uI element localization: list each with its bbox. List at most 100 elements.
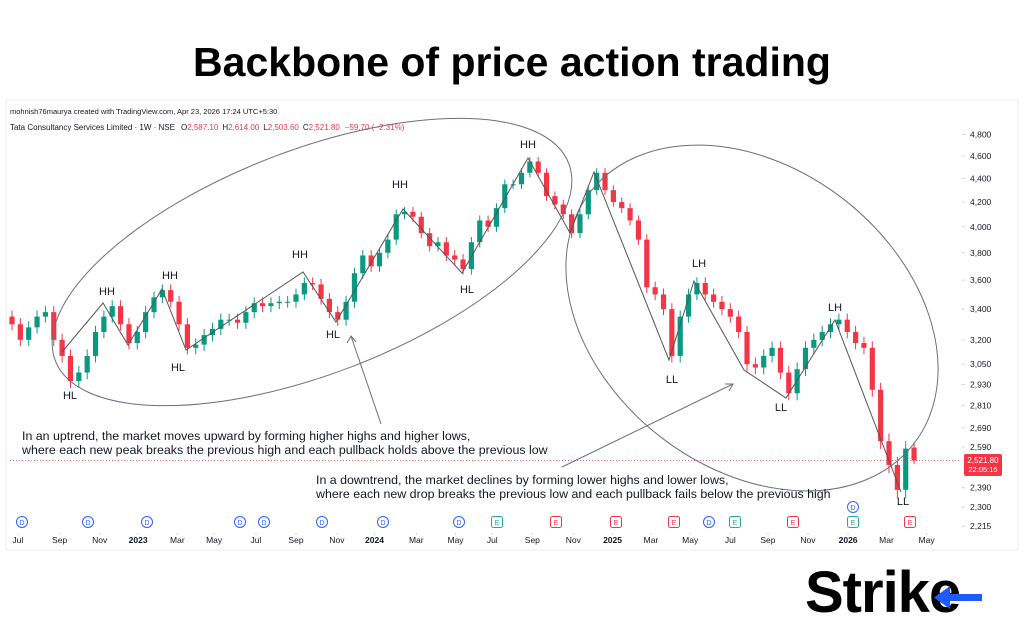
candle-body: [744, 331, 750, 365]
x-tick-label: 2026: [839, 535, 858, 545]
x-tick-label: 2025: [603, 535, 622, 545]
y-tick-label: 2,215: [970, 521, 992, 531]
event-marker: [82, 516, 94, 528]
candle-body: [218, 319, 224, 329]
quote-value: 2,614.00: [228, 123, 260, 132]
candle-body: [761, 355, 767, 368]
event-marker-label: D: [144, 520, 149, 527]
y-tick-label: 2,300: [970, 502, 992, 512]
candle-body: [903, 448, 909, 490]
swing-zigzag: [61, 156, 902, 493]
event-marker-label: D: [456, 520, 461, 527]
x-tick-label: Jul: [250, 535, 261, 545]
candle-body: [836, 319, 842, 325]
candle-body: [301, 282, 307, 295]
quote-value: 2,521.80: [309, 123, 341, 132]
x-tick-label: May: [206, 535, 223, 545]
candle-body: [151, 297, 157, 313]
candle-body: [811, 339, 817, 348]
event-marker: [847, 501, 859, 513]
event-marker: [729, 516, 741, 528]
candle-body: [819, 331, 825, 340]
event-marker: [316, 516, 328, 528]
x-tick-label: Mar: [170, 535, 185, 545]
candle-body: [869, 347, 875, 390]
y-tick-label: 3,050: [970, 359, 992, 369]
candle-body: [711, 294, 717, 302]
candle-body: [201, 335, 207, 345]
candle-body: [853, 331, 859, 344]
x-tick-label: 2024: [365, 535, 384, 545]
candle-body: [259, 303, 266, 307]
event-marker-label: D: [850, 505, 855, 512]
candle-body: [351, 273, 358, 302]
candle-body: [42, 312, 49, 317]
candle-body: [460, 259, 466, 270]
event-marker-label: D: [261, 520, 266, 527]
candle-body: [802, 347, 809, 370]
event-marker: [234, 516, 246, 528]
candle-body: [427, 233, 433, 247]
y-tick-label: 4,800: [970, 129, 992, 139]
candle-body: [234, 319, 241, 323]
x-tick-label: 2023: [129, 535, 148, 545]
y-tick-label: 4,000: [970, 222, 992, 232]
swing-label: HH: [162, 270, 178, 282]
swing-label: HH: [392, 179, 408, 191]
x-tick-label: Sep: [525, 535, 540, 545]
event-marker: [703, 516, 715, 528]
candle-body: [276, 301, 282, 304]
candle-body: [293, 294, 299, 302]
candle-body: [827, 324, 834, 332]
event-marker: [258, 516, 270, 528]
y-tick-label: 3,400: [970, 304, 992, 314]
candle-body: [176, 301, 182, 325]
x-tick-label: May: [682, 535, 699, 545]
drawings: [51, 117, 939, 493]
x-tick-label: Sep: [288, 535, 303, 545]
candle-body: [669, 309, 675, 356]
event-marker-label: E: [672, 520, 677, 527]
quote-prefix: L: [263, 123, 268, 132]
event-marker: [453, 516, 465, 528]
event-marker-label: D: [19, 520, 24, 527]
downtrend-ellipse: [565, 144, 939, 492]
candle-body: [543, 172, 550, 197]
candle-body: [452, 255, 458, 260]
candle-body: [393, 214, 399, 240]
brand-arrow-bar: [938, 594, 982, 601]
candle-body: [685, 294, 692, 317]
candle-body: [627, 208, 633, 221]
event-marker-label: D: [706, 520, 711, 527]
candle-body: [652, 287, 658, 295]
candle-body: [9, 316, 15, 325]
x-tick-label: Nov: [329, 535, 345, 545]
axes: 4,800 4,600 4,400 4,200 4,000 3,800 3,600 3,400…: [12, 129, 991, 545]
swing-label: HH: [520, 139, 536, 151]
candle-body: [493, 208, 500, 227]
candle-body: [360, 255, 366, 274]
candle-body: [844, 319, 850, 332]
x-tick-label: Sep: [52, 535, 67, 545]
price-badge: [964, 454, 1002, 476]
candle-body: [326, 298, 332, 313]
quote-prefix: H: [222, 123, 228, 132]
arrow-line: [350, 335, 382, 425]
swing-label: LL: [897, 496, 909, 508]
candle-body: [251, 303, 257, 313]
candle-body: [894, 464, 900, 490]
swing-label: LH: [692, 258, 706, 270]
candle-body: [318, 284, 324, 299]
quote-prefix: C: [303, 123, 309, 132]
y-tick-label: 2,930: [970, 380, 992, 390]
event-marker-label: E: [851, 520, 856, 527]
candle-body: [468, 242, 474, 270]
x-tick-label: Jul: [12, 535, 23, 545]
swing-label: HH: [99, 286, 115, 298]
candle-body: [385, 239, 391, 253]
event-marker-label: E: [733, 520, 738, 527]
candle-body: [134, 331, 140, 344]
candle-body: [109, 306, 115, 317]
event-marker: [377, 516, 389, 528]
candle-body: [727, 309, 733, 317]
